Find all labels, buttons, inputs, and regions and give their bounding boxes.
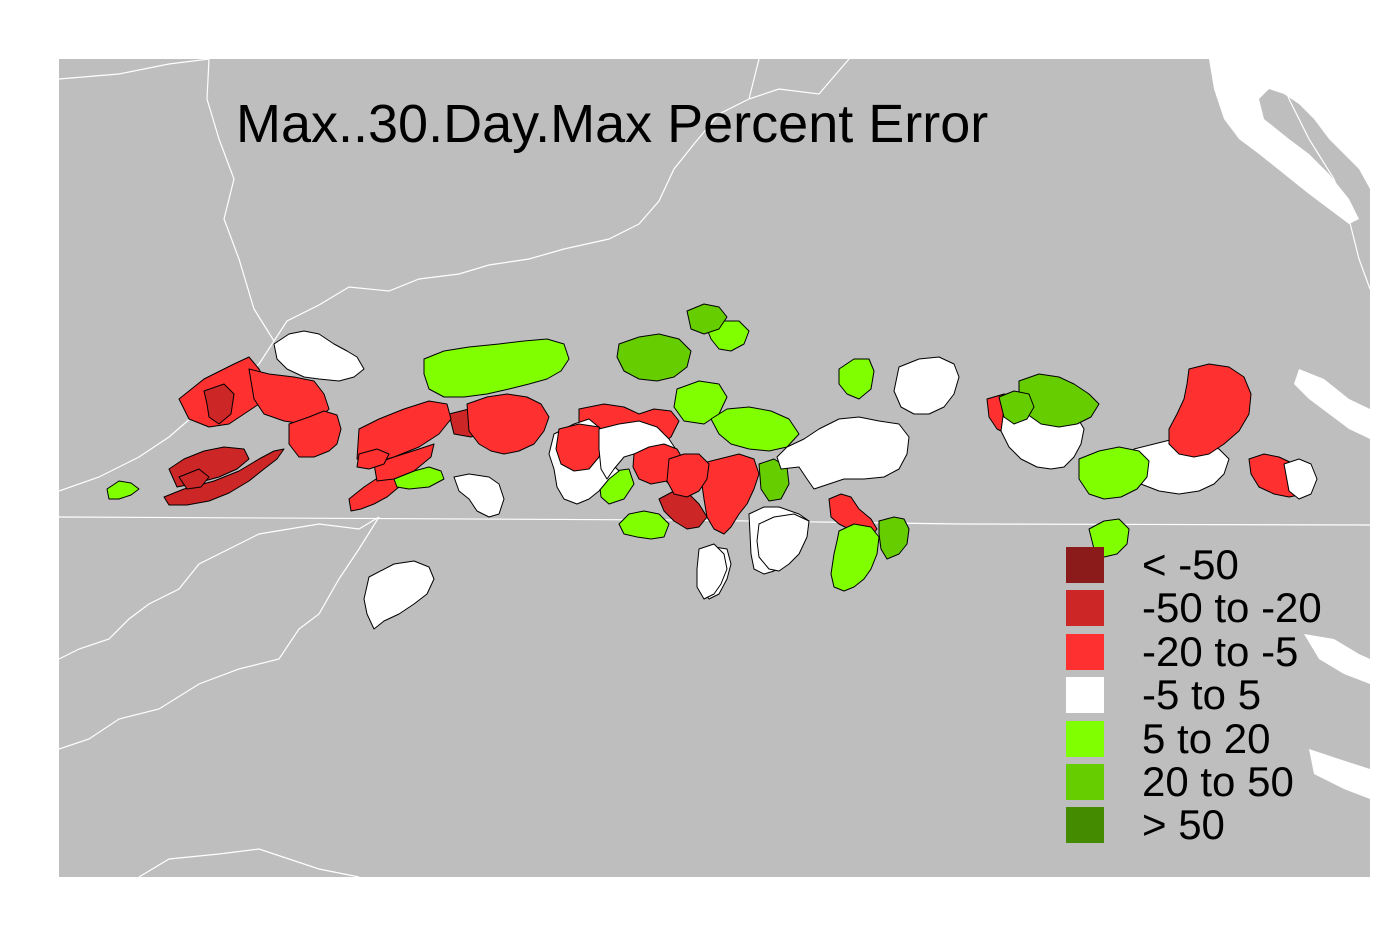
state-boundary-line bbox=[206, 59, 275, 342]
legend-swatch bbox=[1066, 677, 1104, 714]
watershed-basin bbox=[1078, 446, 1150, 500]
watershed-basin bbox=[555, 423, 605, 472]
watershed-basin bbox=[710, 406, 800, 452]
watershed-basin bbox=[666, 453, 710, 498]
legend-label: > 50 bbox=[1142, 801, 1225, 849]
watershed-basin bbox=[1168, 363, 1252, 458]
watershed-basin bbox=[466, 393, 550, 455]
watershed-basin bbox=[776, 416, 910, 490]
map-canvas bbox=[59, 59, 1370, 877]
watershed-basin bbox=[288, 410, 342, 458]
legend-swatch bbox=[1066, 720, 1104, 757]
watershed-basin bbox=[163, 448, 285, 506]
watershed-basin bbox=[106, 480, 140, 500]
state-boundary-line bbox=[138, 848, 360, 877]
watershed-basin bbox=[878, 516, 910, 560]
legend-swatch bbox=[1066, 807, 1104, 844]
coastline-water bbox=[1209, 59, 1370, 799]
legend-label: 20 to 50 bbox=[1142, 757, 1294, 805]
watershed-basin bbox=[423, 338, 570, 398]
watershed-basin bbox=[893, 356, 960, 415]
watershed-basin bbox=[998, 390, 1035, 425]
bay-water bbox=[1304, 634, 1370, 684]
legend-swatch bbox=[1066, 633, 1104, 670]
watershed-basin bbox=[756, 513, 810, 572]
state-boundary-line bbox=[59, 516, 1370, 526]
legend-label: 5 to 20 bbox=[1142, 714, 1271, 762]
state-boundary-line bbox=[748, 59, 850, 100]
bay-water bbox=[1294, 369, 1370, 439]
watershed-basin bbox=[698, 453, 760, 535]
bay-water bbox=[1309, 749, 1370, 799]
state-boundary-line bbox=[1273, 59, 1370, 290]
watershed-basin bbox=[838, 358, 875, 400]
map-panel: Max..30.Day.Max Percent Error < -50 -50 … bbox=[59, 59, 1370, 877]
legend-swatch bbox=[1066, 547, 1104, 583]
legend-label: < -50 bbox=[1142, 541, 1239, 588]
state-boundary-line bbox=[59, 59, 210, 80]
watershed-basin bbox=[356, 448, 390, 470]
map-title: Max..30.Day.Max Percent Error bbox=[236, 94, 989, 154]
watershed-basin bbox=[393, 466, 445, 490]
state-boundary-line bbox=[59, 516, 380, 660]
watershed-basin bbox=[618, 510, 670, 540]
legend-swatch bbox=[1066, 763, 1104, 800]
watershed-basin bbox=[758, 458, 790, 502]
legend-label: -20 to -5 bbox=[1142, 627, 1299, 675]
watershed-basin bbox=[373, 443, 435, 482]
watershed-basin bbox=[178, 468, 210, 490]
legend-label: -50 to -20 bbox=[1142, 584, 1322, 632]
watershed-basin bbox=[363, 560, 435, 630]
watershed-basin bbox=[203, 383, 235, 425]
state-boundary-line bbox=[59, 516, 380, 750]
legend-label: -5 to 5 bbox=[1142, 671, 1262, 719]
watershed-basin bbox=[453, 473, 505, 518]
watershed-basin bbox=[1283, 458, 1318, 500]
legend-swatch bbox=[1066, 590, 1104, 627]
watershed-basin bbox=[830, 523, 880, 592]
watershed-basins bbox=[106, 303, 1318, 630]
bay-water bbox=[1209, 59, 1370, 224]
watershed-basin bbox=[616, 333, 692, 382]
watershed-basin bbox=[686, 303, 728, 335]
watershed-basin bbox=[273, 330, 365, 382]
watershed-basin bbox=[696, 543, 728, 600]
